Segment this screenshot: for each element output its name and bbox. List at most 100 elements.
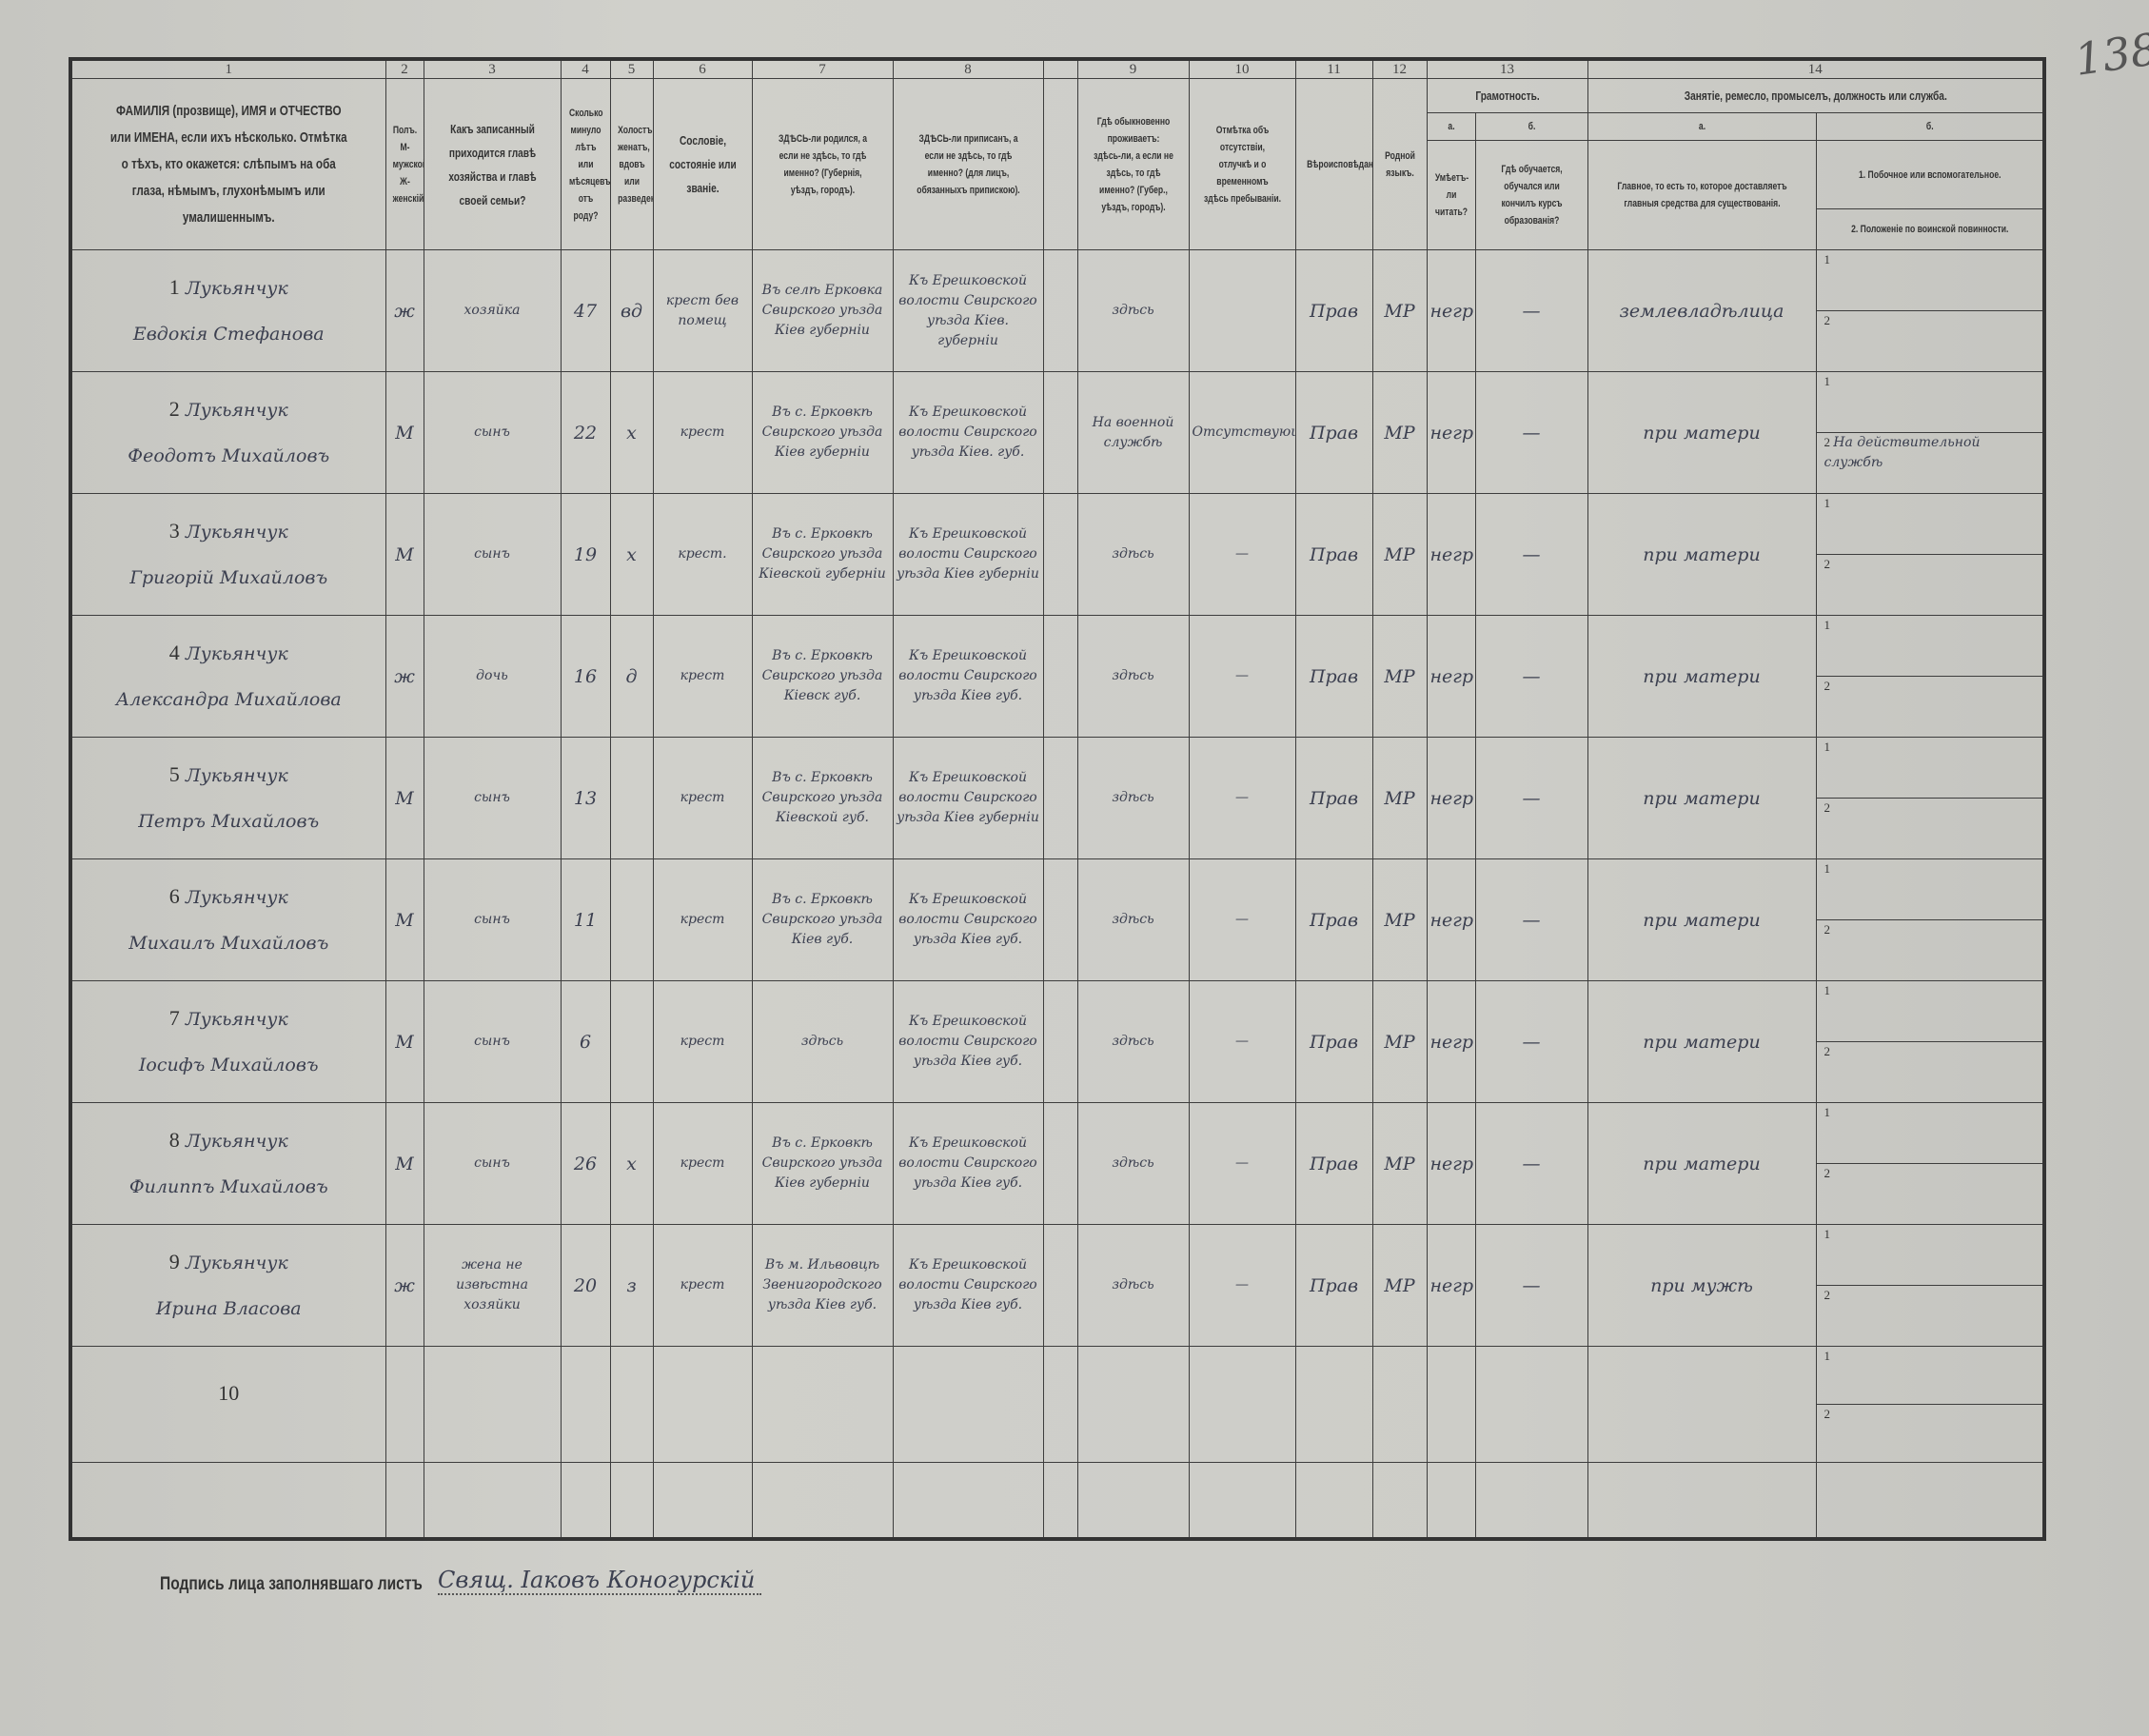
residence-value: здѣсь — [1112, 1277, 1154, 1292]
secondary-occupation-cell: 1 — [1815, 371, 2045, 433]
language-cell: МР — [1371, 980, 1428, 1103]
occupation-value: землевладѣлица — [1619, 300, 1784, 322]
language-cell: МР — [1371, 1102, 1428, 1225]
education-value: — — [1522, 787, 1541, 809]
blank-footer-row — [69, 1462, 2045, 1539]
registered-value: Къ Ерешковской волости Свирского уѣзда К… — [898, 1014, 1037, 1069]
blank-cell — [1042, 249, 1078, 372]
registered-value: Къ Ерешковской волости Свирского уѣзда К… — [898, 1135, 1037, 1191]
absence-value: — — [1235, 1034, 1249, 1049]
literacy-value: негр — [1429, 1274, 1474, 1296]
row-number: 6 — [168, 884, 180, 908]
column-number: 9 — [1076, 58, 1190, 79]
table-row: 1 Лукьянчук Евдокія Стефанова ж хозяйка 47 вд… — [69, 249, 2045, 372]
residence-cell: здѣсь — [1076, 980, 1190, 1103]
header-secondary-occupation-text: 1. Побочное или вспомогательное. — [1858, 168, 2001, 181]
secondary-occupation-cell: 1 — [1815, 615, 2045, 677]
age-cell — [560, 1346, 611, 1463]
sex-value: ж — [394, 665, 415, 687]
column-number — [1042, 58, 1078, 79]
occupation-value: при матери — [1643, 1031, 1761, 1053]
absence-cell: — — [1188, 858, 1296, 981]
born-cell: Въ с. Ерковкѣ Свирского уѣзда Кіев губер… — [751, 371, 894, 494]
header-can-read-text: Умѣетъ-ли читать? — [1434, 172, 1469, 218]
header-relation: Какъ записанный приходится главѣ хозяйст… — [423, 78, 562, 250]
header-absence: Отмѣтка объ отсутствіи, отлучкѣ и о врем… — [1188, 78, 1296, 250]
blank-cell — [1042, 1224, 1078, 1347]
religion-cell: Прав — [1294, 371, 1373, 494]
estate-value: крест — [680, 424, 725, 440]
age-value: 20 — [573, 1274, 598, 1296]
born-cell — [751, 1346, 894, 1463]
language-cell: МР — [1371, 249, 1428, 372]
registered-cell: Къ Ерешковской волости Свирского уѣзда К… — [892, 371, 1044, 494]
education-cell: — — [1474, 249, 1588, 372]
column-number: 11 — [1294, 58, 1373, 79]
absence-value: — — [1235, 1155, 1249, 1171]
military-value: На действительной службѣ — [1824, 435, 1981, 470]
header-literacy-a: а. — [1426, 112, 1476, 141]
marital-value: д — [625, 665, 638, 687]
page-number: 138 — [2071, 23, 2149, 86]
education-value: — — [1522, 543, 1541, 565]
age-value: 26 — [573, 1153, 598, 1174]
education-value: — — [1522, 1031, 1541, 1053]
marital-value: х — [626, 543, 637, 565]
education-cell: — — [1474, 371, 1588, 494]
language-cell: МР — [1371, 858, 1428, 981]
surname: Лукьянчук — [185, 887, 288, 908]
sub-label-1: 1 — [1824, 1105, 1831, 1119]
marital-value: з — [626, 1274, 637, 1296]
name-cell: 2 Лукьянчук Феодотъ Михайловъ — [69, 371, 386, 494]
absence-cell: — — [1188, 737, 1296, 859]
literacy-cell: негр — [1426, 858, 1476, 981]
header-birthplace: ЗДѢСЬ-ли родился, а если не здѣсь, то гд… — [751, 78, 894, 250]
sub-label-2: 2 — [1824, 1288, 1831, 1302]
marital-value: вд — [620, 300, 643, 322]
estate-cell: крест — [652, 1224, 753, 1347]
education-cell: — — [1474, 980, 1588, 1103]
literacy-value: негр — [1429, 543, 1474, 565]
header-main-occupation-text: Главное, то есть то, которое доставляетъ… — [1616, 181, 1787, 209]
sub-label-2: 2 — [1824, 679, 1831, 693]
education-value: — — [1522, 1153, 1541, 1174]
header-sex: Полъ. М-мужской. Ж-женскій. — [384, 78, 424, 250]
residence-value: здѣсь — [1112, 790, 1154, 805]
age-cell: 47 — [560, 249, 611, 372]
born-value: Въ с. Ерковкѣ Свирского уѣзда Кіевской г… — [759, 526, 886, 582]
sex-cell: ж — [384, 1224, 424, 1347]
occupation-cell — [1587, 1346, 1817, 1463]
estate-value: крест — [680, 668, 725, 683]
literacy-cell: негр — [1426, 249, 1476, 372]
occupation-value: при матери — [1643, 665, 1761, 687]
literacy-value: негр — [1429, 909, 1474, 931]
estate-value: крест. — [678, 546, 727, 562]
sex-cell: ж — [384, 249, 424, 372]
military-status-cell: 2 — [1815, 1163, 2045, 1225]
born-cell: Въ с. Ерковкѣ Свирского уѣзда Кіевской г… — [751, 737, 894, 859]
language-cell: МР — [1371, 1224, 1428, 1347]
absence-cell: — — [1188, 1224, 1296, 1347]
relation-cell: сынъ — [423, 980, 562, 1103]
estate-value: крест бев помещ — [665, 292, 739, 328]
given-name: Ирина Власова — [155, 1298, 302, 1319]
header-education: Гдѣ обучается, обучался или кончилъ курс… — [1474, 140, 1588, 250]
census-form-table: 1 2 3 4 5 6 7 8 9 10 11 12 13 14 ФАМИЛІЯ (прозвище), И… — [69, 57, 2046, 1541]
religion-value: Прав — [1309, 300, 1359, 322]
religion-cell: Прав — [1294, 249, 1373, 372]
literacy-cell — [1426, 1346, 1476, 1463]
occupation-value: при матери — [1643, 909, 1761, 931]
residence-cell: здѣсь — [1076, 615, 1190, 738]
secondary-occupation-cell: 1 — [1815, 858, 2045, 920]
sub-label-1: 1 — [1824, 374, 1831, 388]
sub-label-2: 2 — [1824, 313, 1831, 327]
education-cell: — — [1474, 1224, 1588, 1347]
header-education-text: Гдѣ обучается, обучался или кончилъ курс… — [1500, 164, 1563, 227]
literacy-value: негр — [1429, 1031, 1474, 1053]
sex-value: М — [395, 909, 414, 931]
age-cell: 13 — [560, 737, 611, 859]
religion-value: Прав — [1309, 909, 1359, 931]
row-number: 10 — [218, 1381, 240, 1405]
